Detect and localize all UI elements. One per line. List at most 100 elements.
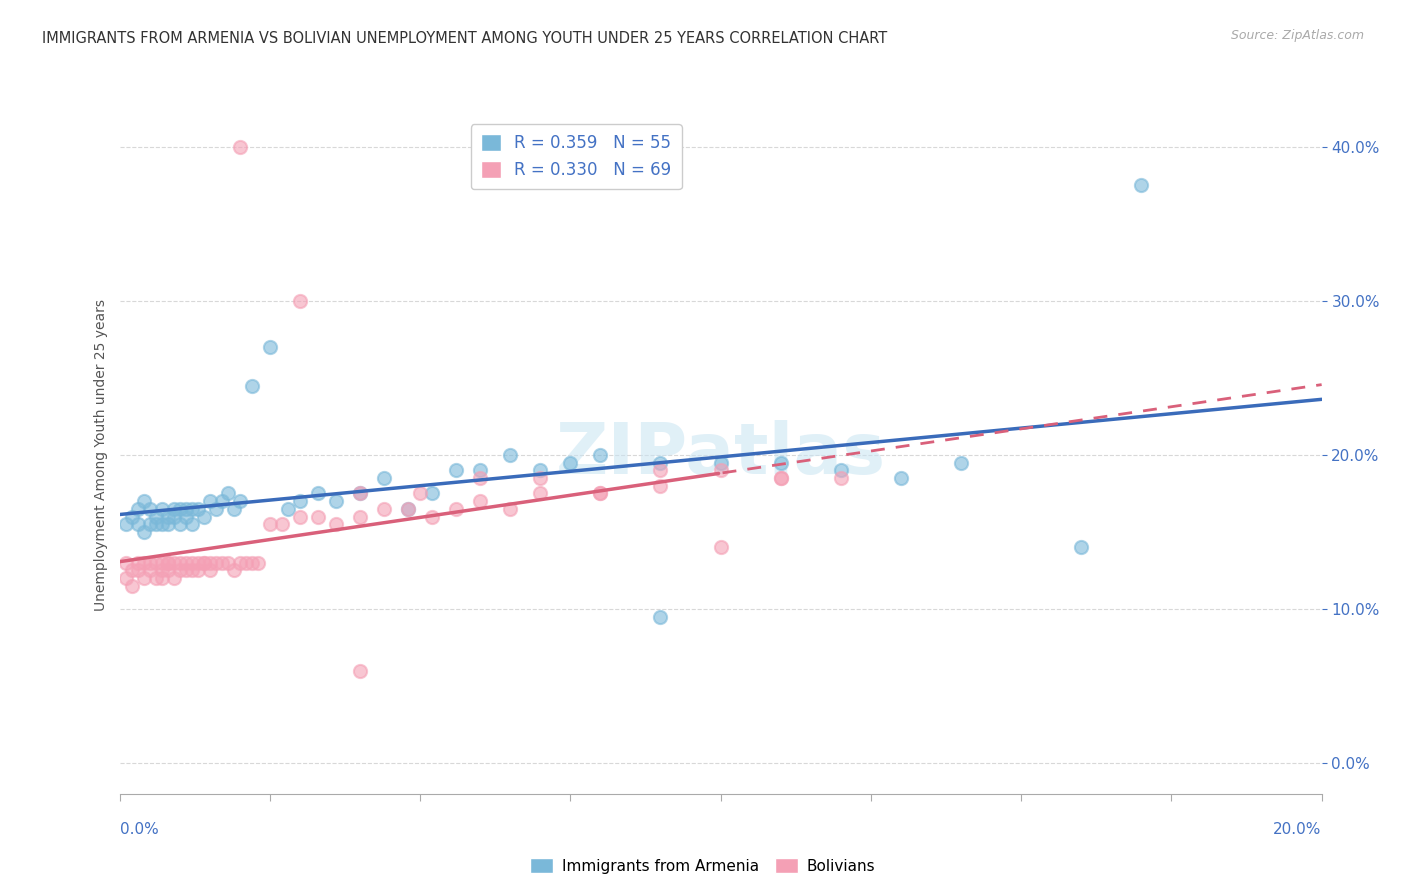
Point [217,486,239,500]
Point [240,378,263,392]
Point [145,517,167,532]
Point [769,456,792,470]
Point [650,456,672,470]
Text: 20.0%: 20.0% [1274,822,1322,837]
Point [373,471,395,485]
Point [589,448,612,462]
Point [121,564,143,578]
Point [121,509,143,524]
Point [127,556,149,570]
Point [349,486,371,500]
Point [174,501,197,516]
Point [162,571,184,585]
Point [127,517,149,532]
Point [138,556,160,570]
Point [709,456,731,470]
Point [169,556,191,570]
Point [169,564,191,578]
Point [150,556,173,570]
Text: 0.0%: 0.0% [120,822,159,837]
Point [589,486,612,500]
Point [589,486,612,500]
Point [650,479,672,493]
Point [127,564,149,578]
Point [132,494,155,508]
Point [180,556,202,570]
Point [150,571,173,585]
Point [420,509,443,524]
Point [890,471,912,485]
Point [444,501,467,516]
Point [174,564,197,578]
Point [396,501,419,516]
Point [180,501,202,516]
Point [114,517,136,532]
Point [198,494,221,508]
Point [235,556,257,570]
Point [132,524,155,539]
Point [132,571,155,585]
Point [468,471,492,485]
Point [156,564,179,578]
Point [193,556,215,570]
Point [307,486,329,500]
Point [169,517,191,532]
Point [444,463,467,477]
Point [468,494,492,508]
Point [650,463,672,477]
Point [288,494,311,508]
Point [830,471,852,485]
Point [145,556,167,570]
Point [138,517,160,532]
Point [174,556,197,570]
Point [288,509,311,524]
Point [529,463,551,477]
Point [162,501,184,516]
Point [468,463,492,477]
Point [145,571,167,585]
Point [198,564,221,578]
Point [150,517,173,532]
Point [138,501,160,516]
Point [1070,541,1092,555]
Point [307,509,329,524]
Point [259,517,281,532]
Point [277,501,299,516]
Point [187,501,209,516]
Point [228,556,252,570]
Point [138,564,160,578]
Point [211,556,233,570]
Point [246,556,269,570]
Point [349,664,371,678]
Point [560,456,582,470]
Point [222,564,245,578]
Point [156,556,179,570]
Point [650,609,672,624]
Text: ZIPatlas: ZIPatlas [555,420,886,490]
Point [150,564,173,578]
Point [217,556,239,570]
Point [420,486,443,500]
Legend: R = 0.359   N = 55, R = 0.330   N = 69: R = 0.359 N = 55, R = 0.330 N = 69 [471,124,682,189]
Point [180,564,202,578]
Text: Source: ZipAtlas.com: Source: ZipAtlas.com [1230,29,1364,42]
Point [156,517,179,532]
Point [145,509,167,524]
Point [349,486,371,500]
Point [193,556,215,570]
Point [373,501,395,516]
Point [709,463,731,477]
Point [132,556,155,570]
Point [150,501,173,516]
Point [240,556,263,570]
Point [121,579,143,593]
Point [162,509,184,524]
Point [114,571,136,585]
Point [499,501,522,516]
Point [499,448,522,462]
Point [222,501,245,516]
Point [162,556,184,570]
Point [325,517,347,532]
Point [349,509,371,524]
Point [228,140,252,154]
